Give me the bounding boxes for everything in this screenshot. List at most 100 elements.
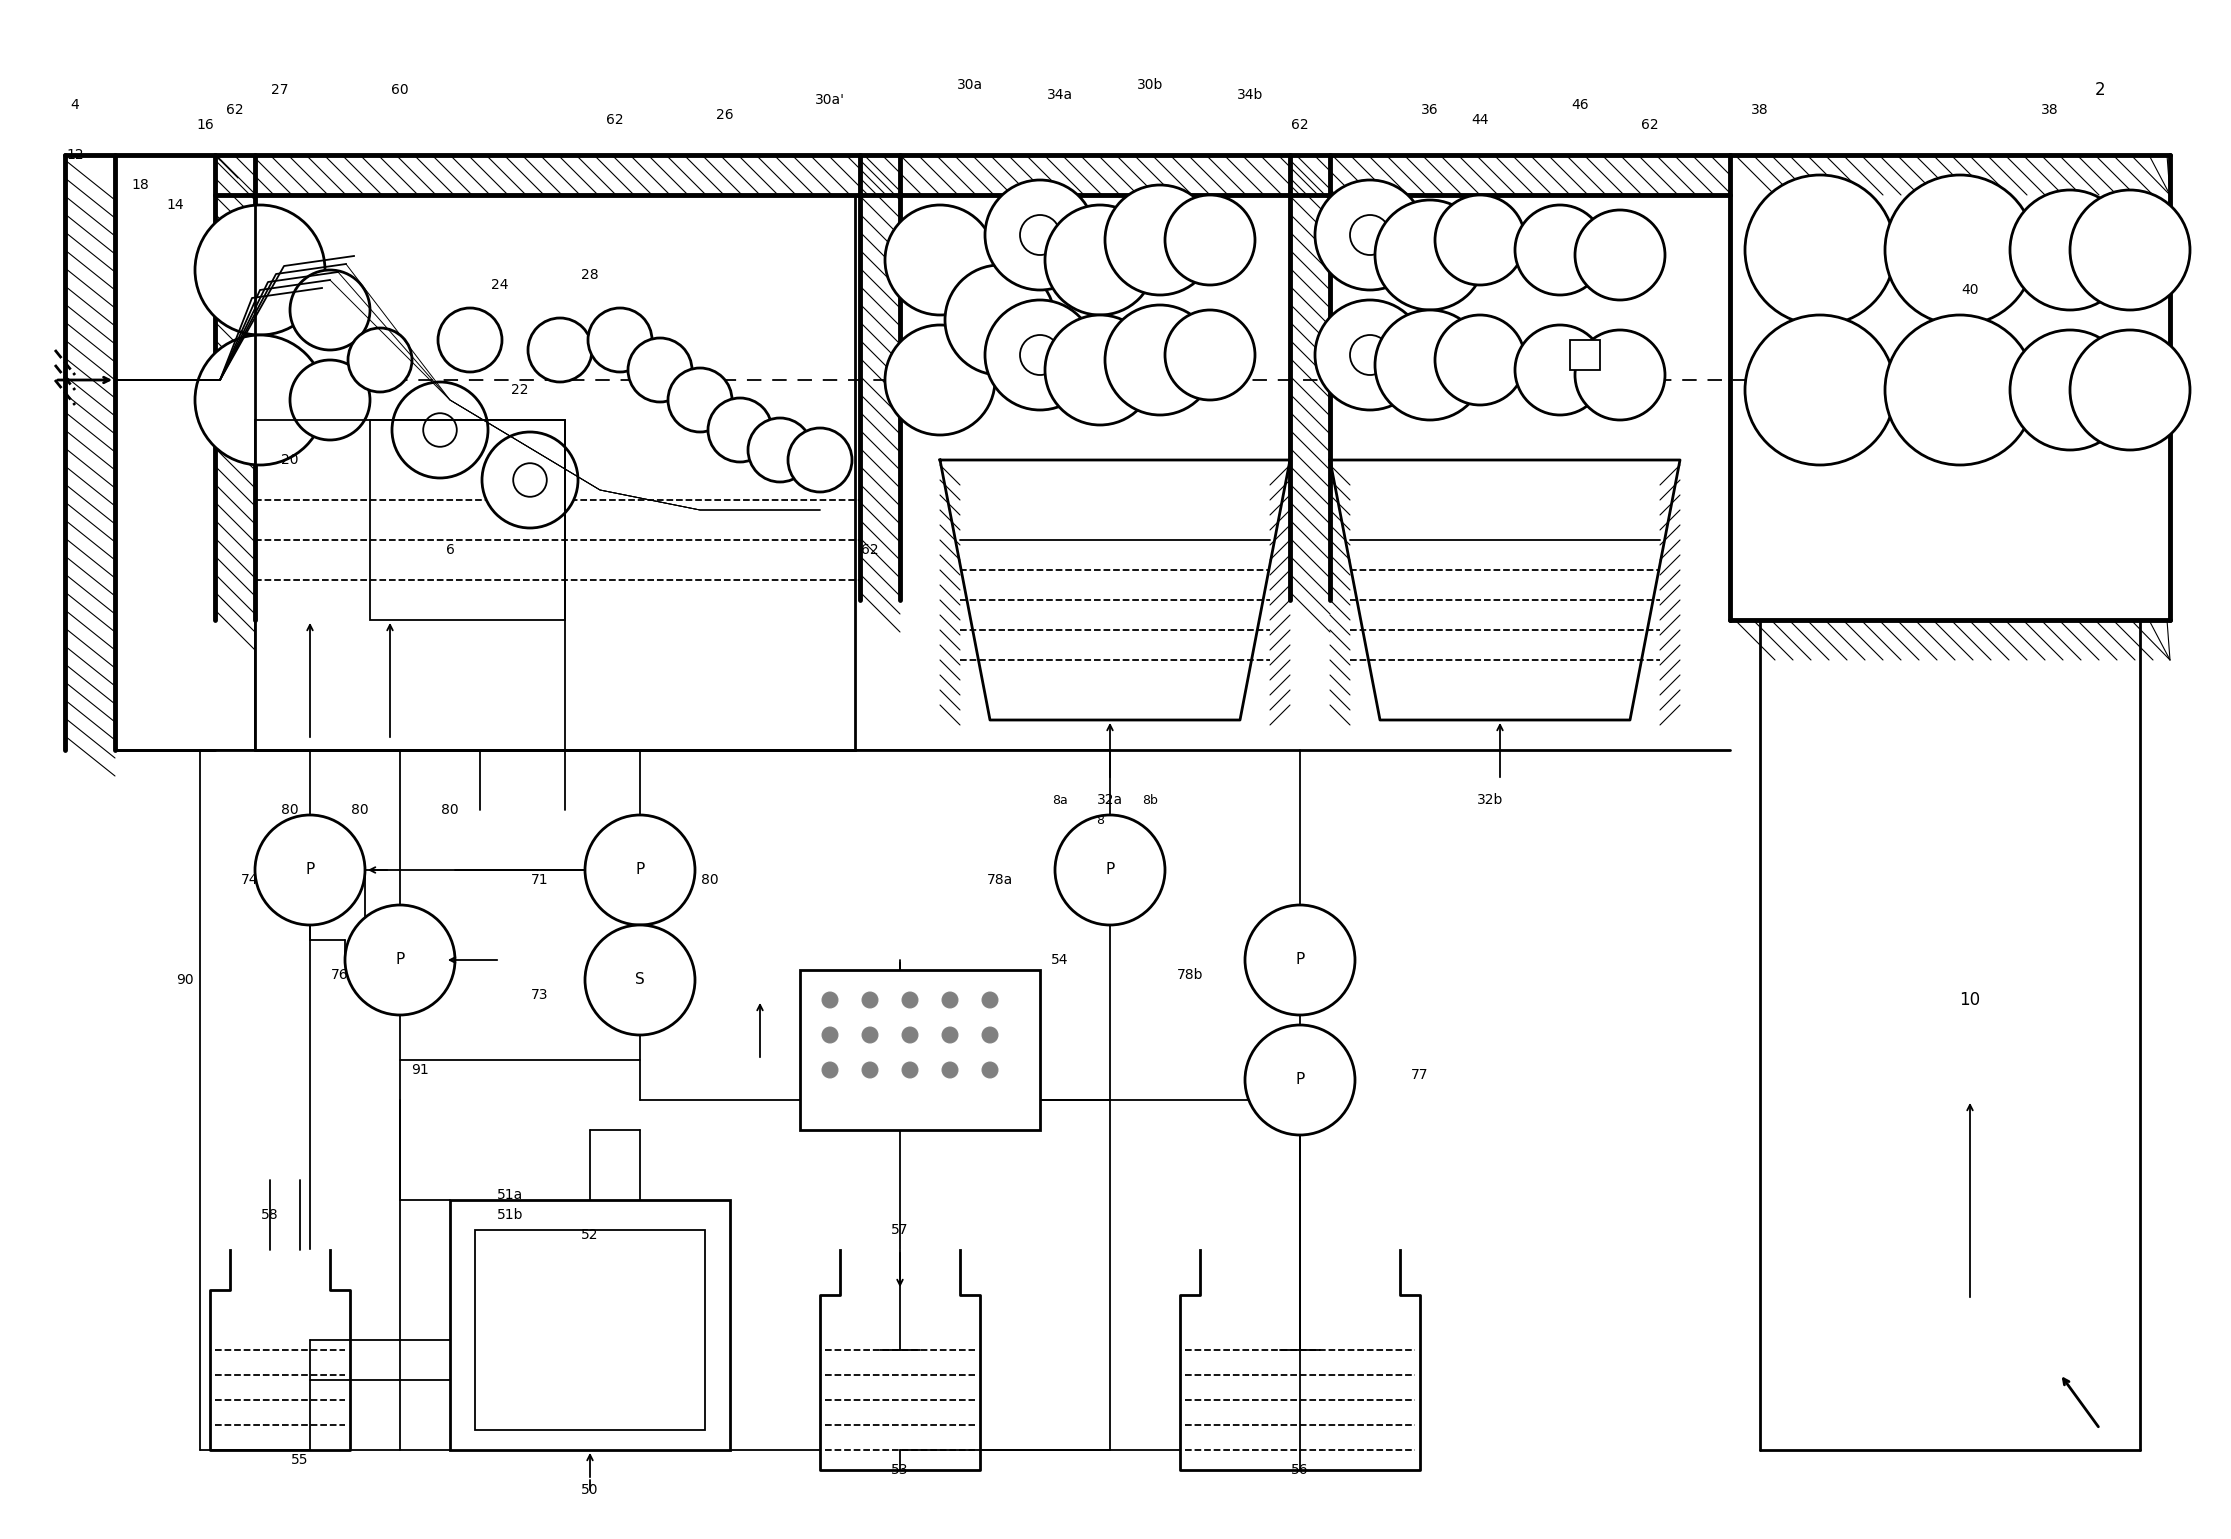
Text: 2: 2 — [2095, 82, 2106, 98]
Circle shape — [290, 360, 370, 440]
Text: 18: 18 — [132, 179, 149, 192]
Circle shape — [821, 1062, 839, 1077]
Text: 46: 46 — [1571, 98, 1588, 112]
Circle shape — [1044, 205, 1156, 315]
Text: 34a: 34a — [1046, 88, 1073, 102]
Text: 53: 53 — [890, 1464, 908, 1477]
Text: 22: 22 — [511, 383, 529, 397]
Text: 10: 10 — [1959, 991, 1981, 1010]
Circle shape — [1314, 300, 1426, 409]
Text: 80: 80 — [701, 873, 718, 886]
Text: 57: 57 — [890, 1224, 908, 1237]
Text: 14: 14 — [165, 199, 183, 212]
Circle shape — [1515, 325, 1604, 416]
Circle shape — [1350, 215, 1390, 255]
Text: P: P — [395, 953, 404, 968]
Text: 4: 4 — [71, 98, 80, 112]
Circle shape — [585, 925, 696, 1036]
Text: 55: 55 — [292, 1453, 308, 1467]
Circle shape — [982, 993, 997, 1008]
Bar — [451, 1200, 730, 1450]
Circle shape — [1020, 336, 1060, 376]
Text: 58: 58 — [261, 1208, 279, 1222]
Text: 32b: 32b — [1477, 793, 1504, 806]
Circle shape — [1374, 200, 1486, 309]
Circle shape — [1314, 180, 1426, 289]
Circle shape — [194, 336, 326, 465]
Circle shape — [901, 1062, 917, 1077]
Text: 28: 28 — [582, 268, 598, 282]
Bar — [254, 420, 564, 749]
Circle shape — [982, 1027, 997, 1043]
Circle shape — [194, 205, 326, 336]
Text: 8b: 8b — [1142, 794, 1158, 806]
Text: P: P — [636, 862, 645, 877]
Text: 24: 24 — [491, 279, 509, 292]
Bar — [370, 420, 564, 620]
Circle shape — [1044, 315, 1156, 425]
Circle shape — [821, 993, 839, 1008]
Circle shape — [986, 180, 1095, 289]
Circle shape — [941, 1062, 957, 1077]
Circle shape — [667, 368, 732, 432]
Text: 16: 16 — [196, 119, 214, 132]
Text: 78a: 78a — [986, 873, 1013, 886]
Text: 38: 38 — [1751, 103, 1769, 117]
Circle shape — [1165, 309, 1256, 400]
Circle shape — [627, 339, 692, 402]
Text: S: S — [636, 973, 645, 988]
Text: 62: 62 — [1642, 119, 1660, 132]
Text: 34b: 34b — [1236, 88, 1263, 102]
Circle shape — [901, 993, 917, 1008]
Text: 60: 60 — [390, 83, 408, 97]
Text: 50: 50 — [582, 1484, 598, 1497]
Text: P: P — [1104, 862, 1116, 877]
Text: 91: 91 — [411, 1063, 428, 1077]
Circle shape — [348, 328, 413, 392]
Text: 62: 62 — [1292, 119, 1310, 132]
Circle shape — [1745, 175, 1894, 325]
Polygon shape — [210, 1250, 350, 1450]
Circle shape — [1245, 905, 1354, 1016]
Circle shape — [1245, 1025, 1354, 1134]
Text: 36: 36 — [1421, 103, 1439, 117]
Circle shape — [886, 205, 995, 315]
Text: 90: 90 — [176, 973, 194, 986]
Circle shape — [1055, 816, 1165, 925]
Text: 32a: 32a — [1098, 793, 1122, 806]
Circle shape — [513, 463, 547, 497]
Circle shape — [982, 1062, 997, 1077]
Text: 56: 56 — [1292, 1464, 1310, 1477]
Text: 78b: 78b — [1176, 968, 1203, 982]
Circle shape — [1885, 175, 2035, 325]
Polygon shape — [1180, 1250, 1419, 1470]
Text: 80: 80 — [281, 803, 299, 817]
Circle shape — [2070, 189, 2191, 309]
Circle shape — [1104, 185, 1216, 295]
Circle shape — [861, 993, 879, 1008]
Text: 8: 8 — [1095, 814, 1104, 826]
Text: 77: 77 — [1412, 1068, 1428, 1082]
Text: 20: 20 — [281, 452, 299, 466]
Text: P: P — [306, 862, 315, 877]
Circle shape — [482, 432, 578, 528]
Circle shape — [424, 412, 457, 446]
Text: 30a: 30a — [957, 78, 984, 92]
Circle shape — [529, 319, 591, 382]
Circle shape — [1435, 315, 1526, 405]
Circle shape — [1020, 215, 1060, 255]
Text: 73: 73 — [531, 988, 549, 1002]
Circle shape — [346, 905, 455, 1016]
Circle shape — [1435, 195, 1526, 285]
Circle shape — [747, 419, 812, 482]
Text: 62: 62 — [861, 543, 879, 557]
Polygon shape — [821, 1250, 979, 1470]
Bar — [475, 1230, 705, 1430]
Circle shape — [2070, 329, 2191, 449]
Circle shape — [1104, 305, 1216, 416]
Circle shape — [585, 816, 696, 925]
Text: 51a: 51a — [498, 1188, 522, 1202]
Circle shape — [1515, 205, 1604, 295]
Text: 71: 71 — [531, 873, 549, 886]
Text: 54: 54 — [1051, 953, 1069, 966]
